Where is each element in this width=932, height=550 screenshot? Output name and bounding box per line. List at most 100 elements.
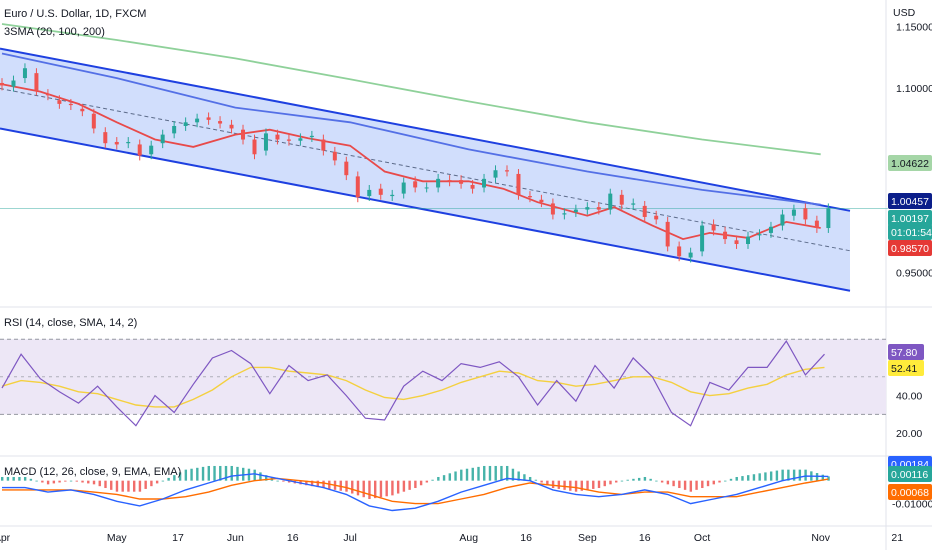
macd-histogram-bar <box>488 465 492 481</box>
candle-body[interactable] <box>241 129 246 140</box>
candle-body[interactable] <box>711 224 716 231</box>
rsi-title[interactable]: RSI (14, close, SMA, 14, 2) <box>4 317 137 329</box>
candle-body[interactable] <box>355 176 360 198</box>
candle-body[interactable] <box>298 138 303 141</box>
candle-body[interactable] <box>550 203 555 215</box>
candle-body[interactable] <box>218 121 223 124</box>
candle-body[interactable] <box>252 139 257 155</box>
sma-line-3[interactable] <box>1 83 821 241</box>
candle-body[interactable] <box>424 187 429 189</box>
time-tick-label: 16 <box>639 532 651 544</box>
candle-body[interactable] <box>562 213 567 215</box>
chart-title: Euro / U.S. Dollar, 1D, FXCM <box>4 8 146 20</box>
candle-body[interactable] <box>332 151 337 161</box>
sma-line-2[interactable] <box>1 52 821 206</box>
candle-body[interactable] <box>746 236 751 244</box>
candle-body[interactable] <box>263 133 268 151</box>
candle-body[interactable] <box>378 188 383 195</box>
candle-body[interactable] <box>516 173 521 195</box>
macd-line[interactable] <box>2 473 829 512</box>
candle-body[interactable] <box>183 122 188 126</box>
candle-body[interactable] <box>585 207 590 210</box>
candle-body[interactable] <box>803 208 808 220</box>
candle-body[interactable] <box>780 214 785 226</box>
macd-histogram-bar <box>615 480 618 483</box>
candle-body[interactable] <box>631 203 636 205</box>
candle-body[interactable] <box>126 141 131 144</box>
candle-body[interactable] <box>757 234 762 236</box>
candle-body[interactable] <box>493 170 498 178</box>
candle-body[interactable] <box>344 161 349 176</box>
candle-body[interactable] <box>459 180 464 184</box>
macd-histogram-bar <box>741 476 744 481</box>
candle-body[interactable] <box>275 134 280 140</box>
candle-body[interactable] <box>160 134 165 144</box>
candle-body[interactable] <box>527 196 532 198</box>
macd-histogram-bar <box>379 480 383 498</box>
candle-body[interactable] <box>642 205 647 217</box>
candle-body[interactable] <box>80 108 85 112</box>
sma-indicator-label[interactable]: 3SMA (20, 100, 200) <box>4 26 105 38</box>
candle-body[interactable] <box>286 139 291 141</box>
candle-body[interactable] <box>688 252 693 258</box>
candle-body[interactable] <box>367 189 372 197</box>
candle-body[interactable] <box>573 209 578 213</box>
candle-body[interactable] <box>677 246 682 257</box>
candle-body[interactable] <box>596 207 601 210</box>
macd-histogram-bar <box>758 473 761 481</box>
candle-body[interactable] <box>539 199 544 203</box>
candle-body[interactable] <box>734 240 739 244</box>
time-tick-label: 21 <box>891 532 903 544</box>
candle-body[interactable] <box>309 135 314 138</box>
candle-body[interactable] <box>791 209 796 216</box>
candle-body[interactable] <box>470 185 475 189</box>
candle-body[interactable] <box>654 215 659 220</box>
candle-body[interactable] <box>826 208 831 229</box>
candle-body[interactable] <box>700 225 705 252</box>
candle-body[interactable] <box>401 182 406 194</box>
candle-body[interactable] <box>22 68 27 79</box>
candle-body[interactable] <box>45 94 50 96</box>
candle-body[interactable] <box>0 82 4 86</box>
candle-body[interactable] <box>504 170 509 172</box>
candle-body[interactable] <box>482 178 487 188</box>
candle-body[interactable] <box>103 132 108 144</box>
candle-body[interactable] <box>619 194 624 205</box>
candle-body[interactable] <box>436 178 441 188</box>
candle-body[interactable] <box>57 100 62 104</box>
candle-body[interactable] <box>665 221 670 247</box>
macd-histogram-bar <box>551 480 555 489</box>
sma-line-1[interactable] <box>1 23 821 156</box>
candle-body[interactable] <box>91 113 96 129</box>
rsi-panel[interactable]: 40.00 20.00 57.80 52.41 <box>0 338 932 457</box>
candle-body[interactable] <box>768 226 773 233</box>
candle-body[interactable] <box>68 103 73 106</box>
time-axis: Apr May 17 Jun 16 Jul Aug 16 Sep 16 Oct Nov 21 <box>0 532 903 544</box>
candle-body[interactable] <box>34 73 39 91</box>
rsi-sma-line[interactable] <box>1 366 825 408</box>
macd-title[interactable]: MACD (12, 26, close, 9, EMA, EMA) <box>4 466 181 478</box>
macd-histogram-bar <box>92 480 96 485</box>
candle-body[interactable] <box>321 139 326 151</box>
candle-body[interactable] <box>413 181 418 188</box>
candle-body[interactable] <box>723 231 728 240</box>
macd-signal-line[interactable] <box>2 477 829 505</box>
candle-body[interactable] <box>390 194 395 197</box>
candle-body[interactable] <box>229 124 234 129</box>
rsi-line[interactable] <box>1 339 825 427</box>
time-tick-label: May <box>107 532 128 544</box>
candle-body[interactable] <box>172 126 177 134</box>
candle-body[interactable] <box>114 141 119 145</box>
candle-body[interactable] <box>206 117 211 120</box>
candle-body[interactable] <box>195 118 200 123</box>
candle-body[interactable] <box>149 145 154 155</box>
candle-body[interactable] <box>814 220 819 229</box>
candle-body[interactable] <box>11 80 16 87</box>
channel-upper-line[interactable] <box>0 47 851 212</box>
candle-body[interactable] <box>447 180 452 182</box>
candle-body[interactable] <box>608 193 613 210</box>
candle-body[interactable] <box>137 144 142 156</box>
